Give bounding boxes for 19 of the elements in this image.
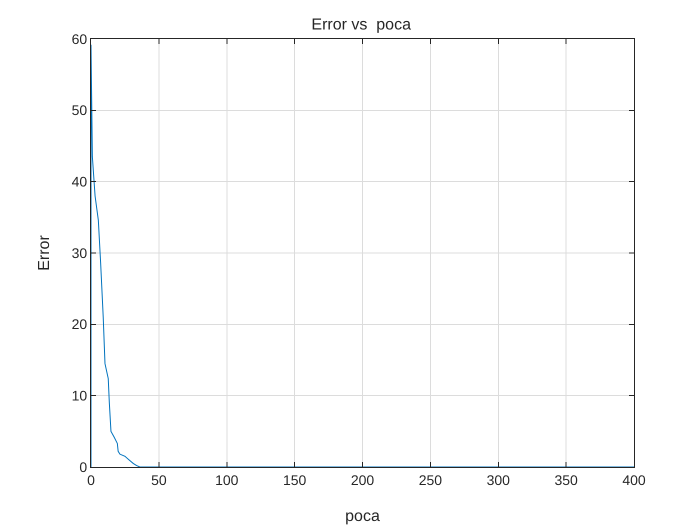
y-tick-label: 0 [79, 458, 88, 475]
x-tick-label: 100 [215, 472, 239, 488]
x-tick-label: 300 [486, 472, 510, 488]
y-tick-label: 60 [72, 30, 88, 47]
y-tick-label: 40 [72, 174, 88, 190]
x-tick-label: 150 [282, 472, 307, 488]
chart-title: Error vs poca [311, 16, 412, 34]
y-tick-label: 10 [72, 388, 88, 404]
x-tick-label: 400 [622, 472, 646, 488]
y-tick-label: 30 [72, 244, 88, 261]
x-tick-label: 50 [151, 472, 167, 488]
x-tick-label: 350 [554, 472, 578, 488]
y-axis-title: Error [36, 234, 53, 271]
x-axis-title: poca [345, 508, 380, 525]
x-tick-label: 200 [350, 472, 374, 488]
y-tick-label: 50 [72, 102, 88, 118]
line-series [91, 44, 634, 467]
y-tick-label: 20 [72, 316, 88, 332]
x-tick-label: 250 [418, 472, 442, 488]
